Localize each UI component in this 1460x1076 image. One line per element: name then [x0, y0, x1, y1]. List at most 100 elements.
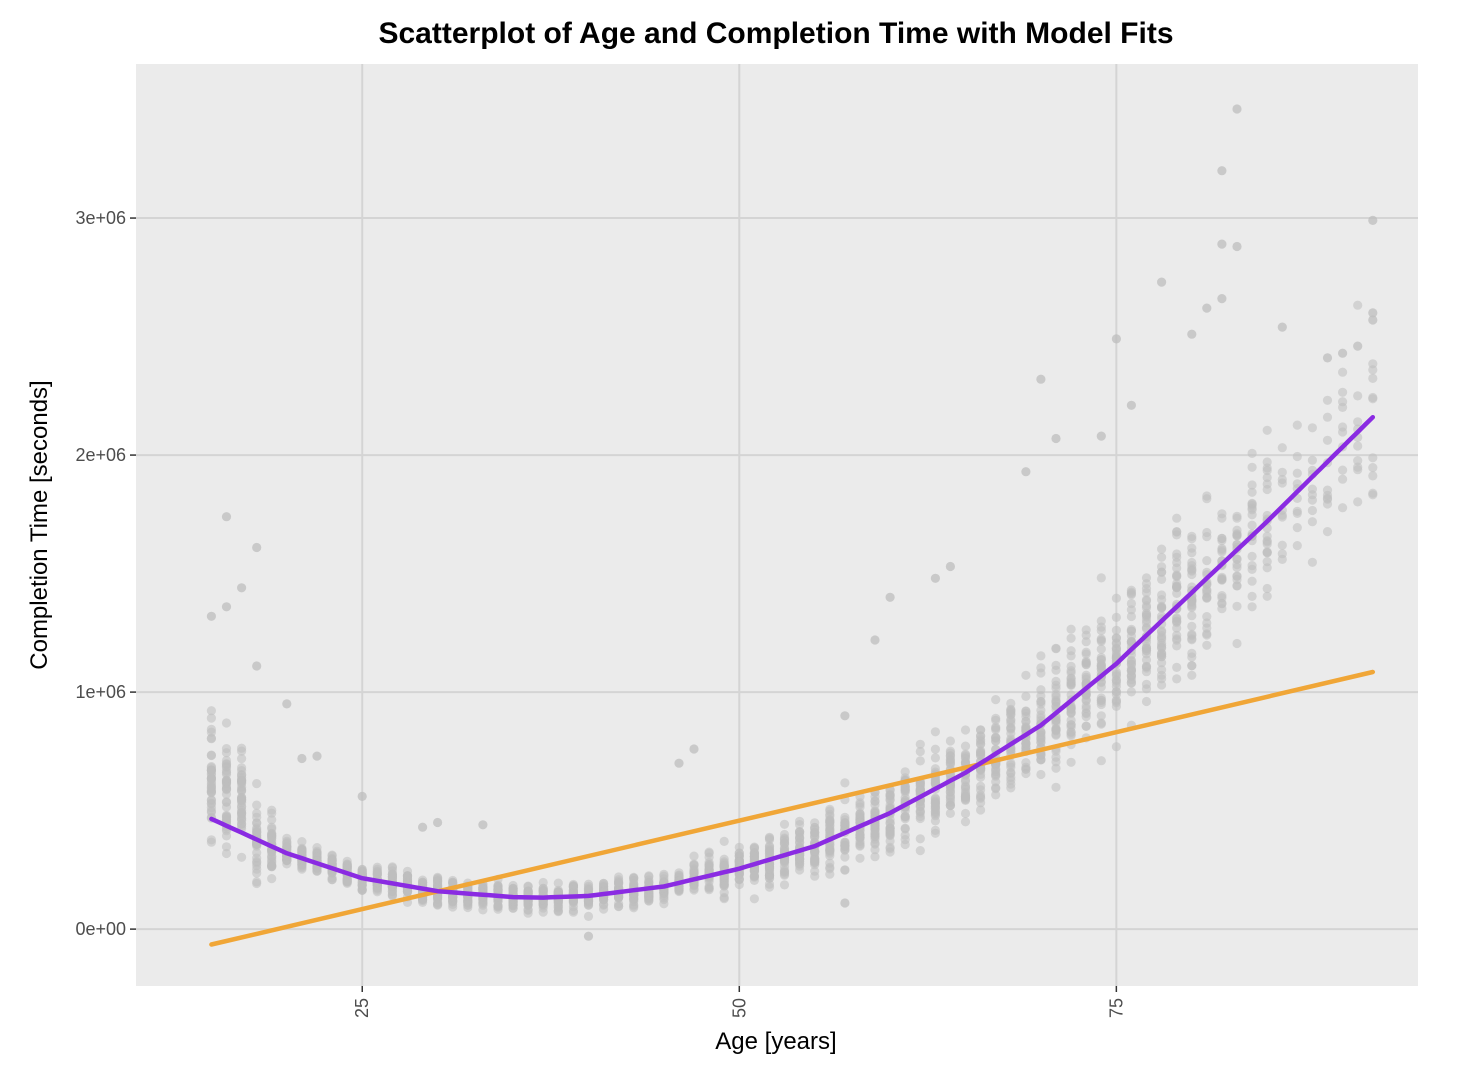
data-point [840, 711, 850, 721]
data-point [1111, 687, 1121, 697]
data-point [719, 879, 729, 889]
data-point [221, 602, 232, 612]
data-point [1277, 512, 1287, 522]
data-point [1126, 626, 1136, 636]
data-point [976, 785, 986, 795]
data-point [1368, 463, 1378, 473]
gridlines [136, 64, 1418, 986]
data-point [1157, 626, 1167, 636]
data-point [1021, 758, 1031, 768]
data-point [1202, 532, 1212, 542]
data-point [1217, 604, 1227, 614]
data-point [795, 820, 805, 830]
data-point [900, 767, 910, 777]
data-point [221, 842, 232, 852]
data-point [1338, 474, 1348, 484]
data-point [583, 911, 594, 922]
data-point [1247, 448, 1257, 458]
data-point [237, 583, 247, 593]
data-point [915, 834, 925, 844]
y-tick-label: 0e+00 [75, 919, 126, 939]
data-point [237, 852, 247, 862]
data-point [1141, 588, 1152, 598]
data-point [1262, 465, 1272, 476]
data-point [915, 739, 925, 749]
data-point [267, 808, 277, 818]
chart-title: Scatterplot of Age and Completion Time w… [378, 17, 1173, 50]
data-point [1232, 554, 1242, 564]
data-point [252, 542, 262, 553]
data-point [704, 848, 714, 858]
y-axis: 0e+00 1e+06 2e+06 3e+06 [75, 208, 136, 939]
data-point [870, 845, 880, 855]
data-point [900, 814, 910, 824]
x-tick-label: 25 [352, 998, 372, 1018]
data-point [1232, 638, 1242, 649]
linear-fit-line [209, 669, 1376, 947]
data-point [1051, 660, 1061, 671]
data-point [825, 806, 835, 816]
data-point [991, 790, 1001, 800]
data-point [1247, 591, 1257, 602]
data-point [1081, 630, 1091, 640]
data-point [1262, 547, 1272, 557]
data-point [237, 746, 247, 756]
data-point [749, 894, 760, 904]
data-point [327, 875, 337, 885]
data-point [221, 781, 232, 792]
data-point [1157, 574, 1167, 585]
data-point [855, 798, 865, 808]
data-point [779, 867, 790, 877]
data-point [870, 808, 880, 818]
data-point [1066, 661, 1076, 672]
data-point [1187, 611, 1197, 621]
data-point [1307, 495, 1317, 505]
x-tick-label: 50 [729, 998, 749, 1018]
data-point [1187, 635, 1197, 645]
data-point [945, 808, 956, 819]
data-point [221, 797, 232, 807]
data-point [734, 857, 744, 867]
data-point [1172, 513, 1182, 523]
data-point [1277, 467, 1287, 477]
data-point [1036, 685, 1046, 695]
data-point [508, 903, 518, 913]
data-point [1187, 603, 1197, 613]
data-point [749, 867, 760, 877]
data-point [1202, 593, 1212, 603]
data-point [1157, 567, 1167, 577]
data-point [1157, 277, 1167, 287]
data-point [252, 877, 262, 887]
data-point [1172, 581, 1182, 591]
data-point [1277, 540, 1287, 550]
data-point [991, 713, 1001, 724]
data-point [976, 805, 986, 815]
data-point [478, 883, 488, 893]
data-point [779, 880, 790, 890]
data-point [1292, 420, 1302, 430]
x-axis-title: Age [years] [715, 1028, 836, 1055]
y-tick-label: 2e+06 [75, 445, 126, 465]
data-point [1021, 691, 1031, 702]
data-point [221, 512, 232, 522]
data-point [1126, 605, 1136, 615]
data-point [1247, 561, 1257, 571]
data-point [855, 853, 865, 863]
data-point [1353, 497, 1363, 507]
data-point [583, 931, 594, 941]
data-point [810, 822, 820, 833]
data-point [402, 871, 413, 882]
data-point [930, 753, 941, 763]
data-point [1187, 557, 1197, 568]
data-point [1322, 395, 1333, 405]
data-point [1292, 523, 1302, 533]
data-point [1096, 655, 1106, 665]
data-point [221, 748, 232, 758]
data-point [976, 749, 986, 759]
data-point [1353, 441, 1363, 451]
data-point [779, 857, 790, 867]
data-point [1051, 763, 1061, 773]
data-point [1202, 491, 1212, 501]
data-point [568, 905, 579, 916]
